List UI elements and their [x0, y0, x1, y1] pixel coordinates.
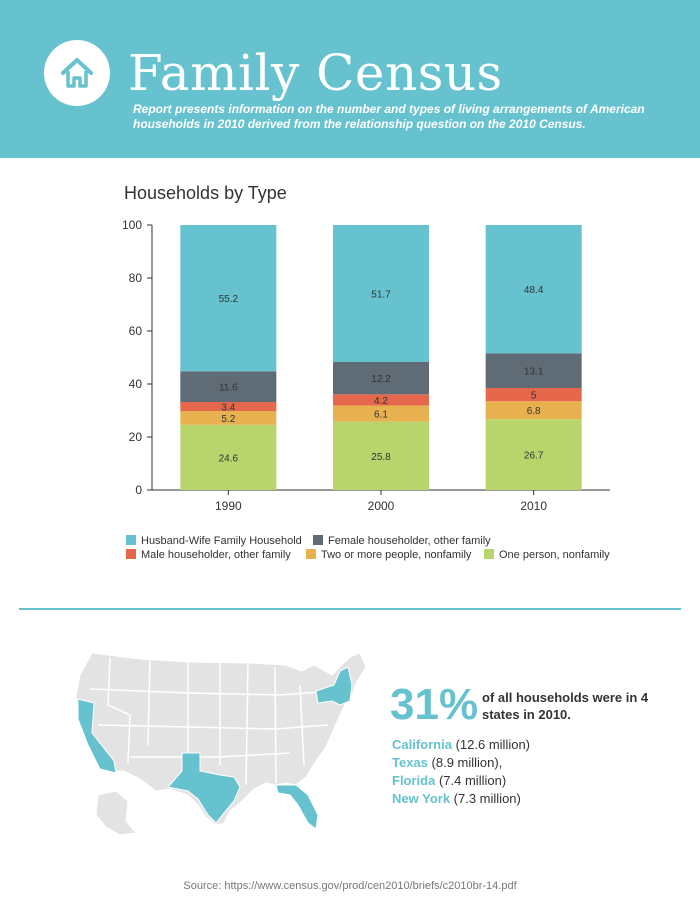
page-subtitle: Report presents information on the numbe… — [133, 102, 645, 131]
page-title: Family Census — [128, 44, 503, 102]
y-tick-label: 20 — [129, 430, 143, 444]
bar-value-label: 12.2 — [371, 374, 391, 385]
bar-value-label: 26.7 — [524, 451, 544, 462]
y-tick-label: 60 — [129, 324, 143, 338]
x-tick-label: 1990 — [215, 499, 242, 513]
x-tick-label: 2000 — [368, 499, 395, 513]
y-tick-label: 100 — [122, 218, 142, 232]
bar-segment — [180, 424, 277, 490]
y-tick-label: 80 — [129, 271, 143, 285]
bar-value-label: 6.1 — [374, 410, 388, 421]
home-icon — [61, 58, 93, 88]
legend-label: Male householder, other family — [141, 549, 291, 561]
bar-value-label: 24.6 — [219, 453, 239, 464]
state-list: California (12.6 million) Texas (8.9 mil… — [392, 736, 530, 808]
bar-segment — [333, 405, 429, 422]
legend-swatch — [484, 549, 494, 559]
bar-value-label: 5.2 — [221, 414, 235, 425]
legend-swatch — [313, 535, 323, 545]
legend-item-two-or-more: Two or more people, nonfamily — [306, 549, 471, 561]
bar-value-label: 13.1 — [524, 367, 544, 378]
bar-segment — [333, 225, 429, 363]
us-map-icon — [75, 652, 367, 836]
header-banner: Family Census Report presents informatio… — [0, 0, 700, 158]
home-logo — [44, 40, 110, 106]
bar-segment — [333, 394, 429, 406]
bar-value-label: 55.2 — [219, 294, 239, 305]
source-citation: Source: https://www.census.gov/prod/cen2… — [183, 880, 517, 892]
section-divider — [19, 608, 681, 610]
bar-segment — [485, 387, 582, 402]
legend-swatch — [126, 549, 136, 559]
legend-label: Husband-Wife Family Household — [141, 535, 302, 547]
legend-item-one-person: One person, nonfamily — [484, 549, 610, 561]
x-tick-label: 2010 — [520, 499, 547, 513]
stat-percent: 31% — [390, 680, 479, 729]
legend-label: Female householder, other family — [328, 535, 491, 547]
bar-segment — [485, 419, 582, 490]
stat-description: of all households were in 4 states in 20… — [482, 690, 649, 722]
households-chart: 0 20 40 60 80 100 24.6 5.23.4 11.6 55.2 1990 25.8 6.… — [122, 218, 610, 513]
y-tick-label: 40 — [129, 377, 143, 391]
bar-segment — [485, 225, 582, 354]
legend-item-female-householder: Female householder, other family — [313, 535, 491, 547]
state-item-california: California (12.6 million) — [392, 737, 531, 752]
y-tick-label: 0 — [135, 483, 142, 497]
bar-value-label: 3.4 — [221, 403, 235, 414]
bar-value-label: 6.8 — [527, 406, 541, 417]
bar-value-label: 11.6 — [219, 383, 238, 394]
bar-segment — [333, 362, 429, 395]
chart-title: Households by Type — [124, 183, 287, 203]
bar-segment — [180, 411, 277, 425]
state-item-new-york: New York (7.3 million) — [392, 791, 521, 806]
bar-segment — [333, 421, 429, 490]
bar-segment — [485, 353, 582, 388]
legend-label: Two or more people, nonfamily — [321, 549, 472, 561]
bar-segment — [485, 401, 582, 420]
bar-segment — [180, 371, 277, 403]
bar-value-label: 51.7 — [371, 290, 391, 301]
state-item-florida: Florida (7.4 million) — [392, 773, 507, 788]
bar-value-label: 48.4 — [524, 285, 544, 296]
legend-item-male-householder: Male householder, other family — [126, 549, 291, 561]
bar-segment — [180, 225, 277, 372]
bar-value-label: 4.2 — [374, 396, 388, 407]
bar-value-label: 5 — [531, 391, 537, 402]
state-item-texas: Texas (8.9 million), — [392, 755, 503, 770]
legend-label: One person, nonfamily — [499, 549, 610, 561]
bar-segment — [180, 402, 277, 412]
bar-value-label: 25.8 — [371, 452, 391, 463]
legend-item-husband-wife: Husband-Wife Family Household — [126, 535, 302, 547]
legend-swatch — [126, 535, 136, 545]
legend-swatch — [306, 549, 316, 559]
